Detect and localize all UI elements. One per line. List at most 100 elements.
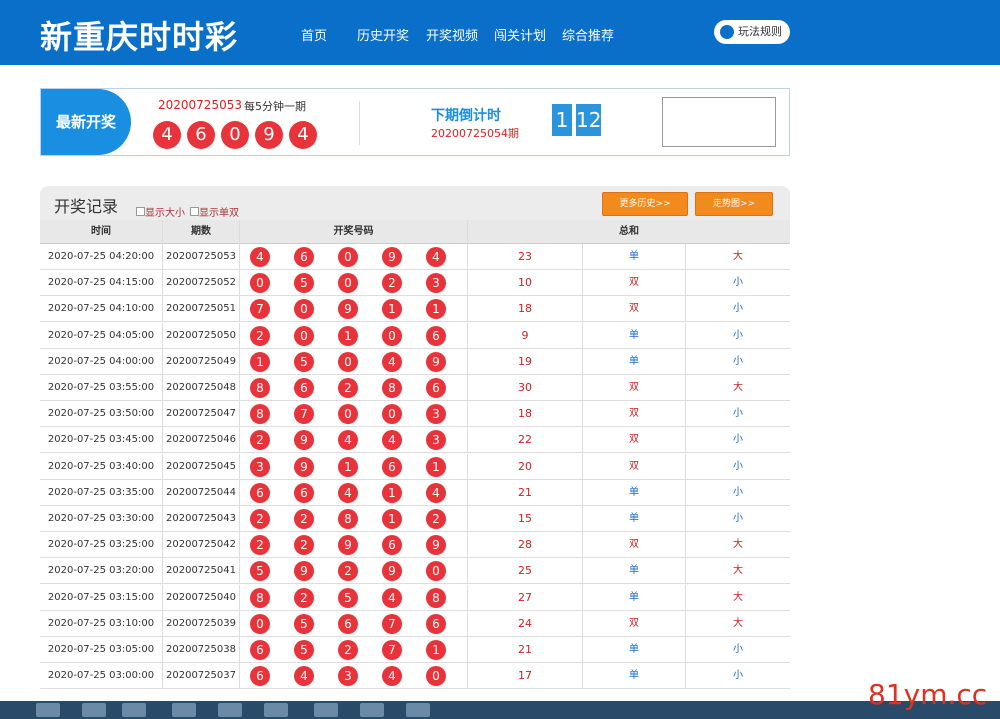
parity-cell: 双 [583, 427, 686, 454]
ball: 8 [382, 378, 402, 398]
time-cell: 2020-07-25 04:05:00 [40, 322, 163, 349]
nav-item[interactable]: 综合推荐 [562, 29, 615, 44]
trend-button[interactable]: 走势图>> [695, 192, 773, 216]
ball: 6 [187, 121, 215, 149]
ball: 4 [426, 247, 446, 267]
taskbar-icon[interactable] [314, 703, 338, 717]
ball: 0 [294, 325, 314, 346]
size-cell: 大 [733, 251, 743, 262]
sum-cell: 21 [468, 637, 583, 663]
time-cell: 2020-07-25 03:20:00 [40, 558, 163, 585]
nav-item[interactable]: 历史开奖 [357, 29, 410, 44]
sum-cell: 9 [468, 322, 583, 349]
sum-cell: 27 [468, 584, 583, 611]
size-cell: 小 [733, 277, 743, 289]
ball: 5 [294, 273, 314, 294]
table-row: 2020-07-25 03:20:00 20200725041 5 9 2 9 0 25 单 大 [40, 558, 790, 585]
size-cell: 小 [733, 355, 743, 367]
history-button[interactable]: 更多历史>> [602, 192, 688, 216]
ball: 9 [338, 299, 358, 320]
issue-cell: 20200725048 [163, 375, 240, 401]
records: 开奖记录 显示大小 显示单双 更多历史>> 走势图>> 时间 期数 开奖号码 总… [40, 186, 790, 706]
parity-cell: 单 [583, 348, 686, 375]
taskbar-icon[interactable] [82, 703, 106, 717]
taskbar-icon[interactable] [172, 703, 196, 717]
size-cell: 小 [733, 329, 743, 341]
ball: 2 [426, 509, 446, 529]
issue-cell: 20200725039 [163, 610, 240, 637]
period-note: 每5分钟一期 [244, 100, 306, 113]
ball: 4 [294, 666, 314, 687]
parity-cell: 双 [583, 532, 686, 559]
issue-cell: 20200725044 [163, 479, 240, 506]
ball: 1 [250, 351, 270, 372]
size-cell: 大 [733, 539, 743, 551]
taskbar-icon[interactable] [360, 703, 384, 717]
ball: 0 [294, 299, 314, 320]
nav-item[interactable]: 闯关计划 [494, 29, 547, 44]
time-cell: 2020-07-25 03:15:00 [40, 584, 163, 611]
ball: 6 [294, 378, 314, 398]
ball: 7 [250, 299, 270, 320]
taskbar-icon[interactable] [36, 703, 60, 717]
latest-draw: 最新开奖 20200725053 每5分钟一期 下期倒计时 2020072505… [40, 88, 790, 156]
toggle[interactable]: 显示大小 [136, 204, 185, 219]
size-cell: 大 [733, 382, 743, 393]
ball: 0 [382, 325, 402, 346]
issue-cell: 20200725047 [163, 401, 240, 428]
parity-cell: 双 [583, 401, 686, 428]
ball: 0 [426, 666, 446, 687]
ball: 9 [426, 535, 446, 556]
issue-cell: 20200725050 [163, 322, 240, 349]
table-row: 2020-07-25 03:05:00 20200725038 6 5 2 7 1 21 单 小 [40, 637, 790, 663]
toggle-label: 显示单双 [199, 208, 239, 219]
time-cell: 2020-07-25 04:20:00 [40, 244, 163, 270]
divider [359, 101, 360, 145]
time-cell: 2020-07-25 03:45:00 [40, 427, 163, 454]
nav-item[interactable]: 首页 [301, 29, 328, 44]
nav-item[interactable]: 开奖视频 [426, 29, 479, 44]
ball: 5 [294, 351, 314, 372]
ball: 0 [250, 613, 270, 634]
time-cell: 2020-07-25 03:00:00 [40, 663, 163, 690]
ball: 7 [382, 613, 402, 634]
taskbar [0, 701, 1000, 719]
table-row: 2020-07-25 04:20:00 20200725053 4 6 0 9 4 23 单 大 [40, 244, 790, 270]
ball: 2 [294, 509, 314, 529]
time-cell: 2020-07-25 03:40:00 [40, 453, 163, 480]
toggle[interactable]: 显示单双 [190, 204, 239, 219]
site-title: 新重庆时时彩 [40, 18, 239, 56]
parity-cell: 单 [583, 558, 686, 585]
taskbar-icon[interactable] [122, 703, 146, 717]
ball: 2 [250, 535, 270, 556]
ball: 6 [250, 640, 270, 660]
countdown-label: 下期倒计时 [431, 108, 501, 124]
numbers-cell [240, 401, 468, 428]
ball: 9 [338, 535, 358, 556]
taskbar-icon[interactable] [406, 703, 430, 717]
taskbar-icon[interactable] [264, 703, 288, 717]
ball: 9 [382, 561, 402, 582]
ball: 9 [294, 456, 314, 477]
sum-cell: 18 [468, 296, 583, 323]
time-cell: 2020-07-25 03:30:00 [40, 506, 163, 532]
ball: 2 [294, 587, 314, 608]
ball: 4 [338, 430, 358, 451]
ball: 2 [338, 561, 358, 582]
ball: 1 [382, 509, 402, 529]
sum-cell: 28 [468, 532, 583, 559]
size-cell: 小 [733, 486, 743, 498]
time-cell: 2020-07-25 03:55:00 [40, 375, 163, 401]
rules-button[interactable]: 玩法规则 [714, 20, 790, 44]
ball: 6 [382, 456, 402, 477]
ball: 8 [250, 587, 270, 608]
taskbar-icon[interactable] [218, 703, 242, 717]
numbers-cell [240, 427, 468, 454]
issue-cell: 20200725045 [163, 453, 240, 480]
size-cell: 大 [733, 617, 743, 629]
ball: 0 [338, 273, 358, 294]
col-head: 开奖号码 [240, 220, 468, 244]
parity-cell: 单 [583, 479, 686, 506]
ball: 5 [294, 613, 314, 634]
